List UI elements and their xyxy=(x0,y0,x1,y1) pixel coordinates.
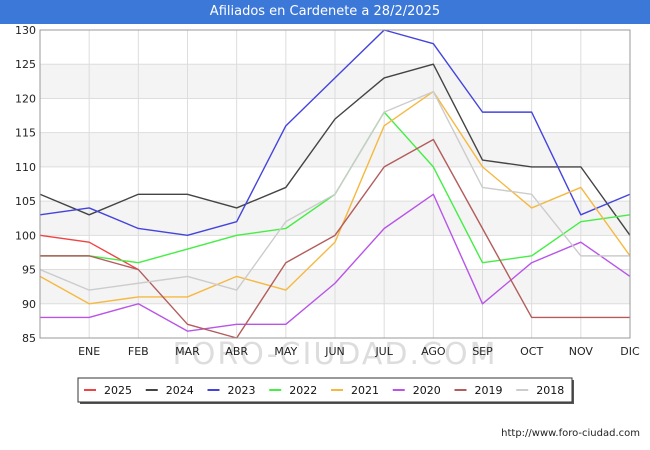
series-line-2023 xyxy=(39,29,631,237)
legend-label-2018: 2018 xyxy=(536,384,564,397)
series-line-2018 xyxy=(39,90,630,291)
legend-label-2024: 2024 xyxy=(166,384,194,397)
legend-label-2020: 2020 xyxy=(413,384,441,397)
y-tick-label: 120 xyxy=(15,92,36,105)
y-tick-label: 100 xyxy=(15,229,36,242)
x-tick-label: MAR xyxy=(175,345,200,358)
y-tick-label: 130 xyxy=(15,24,36,37)
y-tick-label: 110 xyxy=(15,161,36,174)
x-tick-label: JUL xyxy=(374,345,393,358)
x-tick-label: DIC xyxy=(620,345,640,358)
plot-border xyxy=(39,29,631,339)
legend-label-2019: 2019 xyxy=(475,384,503,397)
y-tick-label: 90 xyxy=(22,298,36,311)
chart-title: Afiliados en Cardenete a 28/2/2025 xyxy=(0,0,650,24)
series-lines xyxy=(39,29,631,339)
legend-label-2025: 2025 xyxy=(104,384,132,397)
series-line-2024 xyxy=(39,63,631,236)
series-line-2020 xyxy=(40,193,631,332)
x-tick-label: JUN xyxy=(324,345,345,358)
axes: 85 90 95 100 105 110 115 120 125 130 ENE FEB MAR ABR M… xyxy=(15,24,640,358)
series-line-2019 xyxy=(40,138,630,339)
y-tick-label: 85 xyxy=(22,332,36,345)
x-tick-label: OCT xyxy=(520,345,543,358)
y-tick-label: 125 xyxy=(15,58,36,71)
x-tick-label: FEB xyxy=(128,345,149,358)
line-chart: FORO-CIUDAD.COM 85 90 95 100 105 110 115 120 125… xyxy=(15,24,640,404)
y-tick-label: 115 xyxy=(15,127,36,140)
credit-link[interactable]: http://www.foro-ciudad.com xyxy=(501,428,640,439)
legend: 2025 2024 2023 2022 2021 2020 2019 2018 xyxy=(77,377,574,404)
x-tick-label: ABR xyxy=(225,345,248,358)
legend-label-2023: 2023 xyxy=(228,384,256,397)
legend-box xyxy=(77,377,573,403)
x-tick-label: NOV xyxy=(569,345,594,358)
y-tick-label: 95 xyxy=(22,264,36,277)
watermark: FORO-CIUDAD.COM xyxy=(173,337,498,372)
x-tick-label: AGO xyxy=(421,345,446,358)
legend-label-2021: 2021 xyxy=(351,384,379,397)
x-tick-label: MAY xyxy=(274,345,297,358)
x-tick-label: SEP xyxy=(472,345,493,358)
legend-label-2022: 2022 xyxy=(289,384,317,397)
x-tick-label: ENE xyxy=(78,345,100,358)
series-line-2021 xyxy=(39,90,631,305)
y-tick-label: 105 xyxy=(15,195,36,208)
